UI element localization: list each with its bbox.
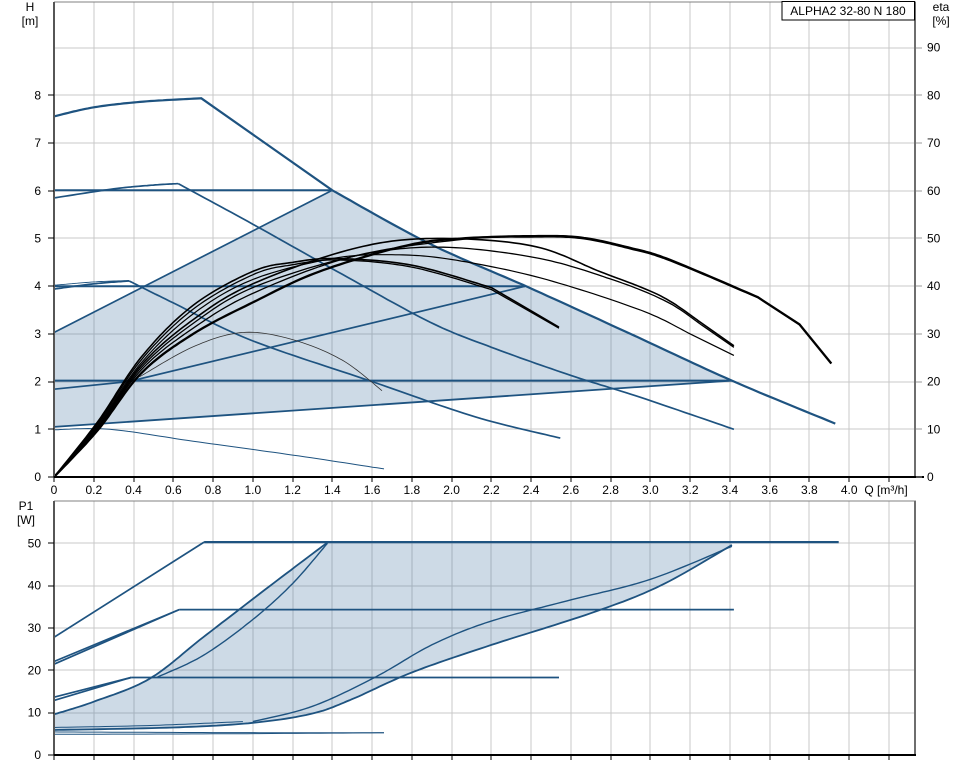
svg-text:0.8: 0.8 <box>205 483 222 497</box>
svg-text:3.8: 3.8 <box>801 483 818 497</box>
svg-text:2.6: 2.6 <box>563 483 580 497</box>
svg-text:1.8: 1.8 <box>403 483 420 497</box>
svg-text:3.0: 3.0 <box>642 483 659 497</box>
svg-text:3.4: 3.4 <box>722 483 739 497</box>
svg-text:40: 40 <box>927 279 941 293</box>
svg-text:60: 60 <box>927 184 941 198</box>
svg-text:90: 90 <box>927 41 941 55</box>
svg-text:70: 70 <box>927 136 941 150</box>
svg-text:2: 2 <box>34 375 41 389</box>
svg-text:[m]: [m] <box>22 14 39 28</box>
svg-text:50: 50 <box>927 232 941 246</box>
svg-text:2.2: 2.2 <box>483 483 500 497</box>
svg-text:3.6: 3.6 <box>761 483 778 497</box>
svg-text:ALPHA2 32-80 N 180: ALPHA2 32-80 N 180 <box>790 4 906 18</box>
svg-text:Q [m³/h]: Q [m³/h] <box>864 483 907 497</box>
svg-text:3.2: 3.2 <box>682 483 699 497</box>
svg-text:2.4: 2.4 <box>523 483 540 497</box>
svg-text:eta: eta <box>933 0 950 14</box>
svg-text:10: 10 <box>28 706 42 720</box>
svg-text:30: 30 <box>927 327 941 341</box>
svg-text:2.8: 2.8 <box>602 483 619 497</box>
svg-text:20: 20 <box>28 663 42 677</box>
svg-text:P1: P1 <box>19 499 34 513</box>
svg-text:1.4: 1.4 <box>324 483 341 497</box>
svg-text:8: 8 <box>34 88 41 102</box>
svg-text:50: 50 <box>28 536 42 550</box>
svg-text:0.6: 0.6 <box>165 483 182 497</box>
svg-text:0.2: 0.2 <box>85 483 102 497</box>
svg-text:5: 5 <box>34 232 41 246</box>
svg-text:10: 10 <box>927 422 941 436</box>
svg-text:[%]: [%] <box>932 14 949 28</box>
svg-text:0.4: 0.4 <box>125 483 142 497</box>
svg-text:0: 0 <box>34 470 41 484</box>
svg-text:6: 6 <box>34 184 41 198</box>
svg-text:0: 0 <box>51 483 58 497</box>
svg-text:7: 7 <box>34 136 41 150</box>
svg-text:1.6: 1.6 <box>364 483 381 497</box>
svg-text:1: 1 <box>34 422 41 436</box>
svg-text:0: 0 <box>34 748 41 762</box>
svg-text:40: 40 <box>28 579 42 593</box>
svg-text:[W]: [W] <box>17 513 35 527</box>
svg-text:1.0: 1.0 <box>244 483 261 497</box>
svg-text:1.2: 1.2 <box>284 483 301 497</box>
svg-text:2.0: 2.0 <box>443 483 460 497</box>
svg-text:30: 30 <box>28 621 42 635</box>
svg-text:3: 3 <box>34 327 41 341</box>
svg-text:4: 4 <box>34 279 41 293</box>
svg-text:H: H <box>26 0 35 14</box>
svg-text:0: 0 <box>927 470 934 484</box>
svg-text:4.0: 4.0 <box>841 483 858 497</box>
svg-text:20: 20 <box>927 375 941 389</box>
svg-text:80: 80 <box>927 88 941 102</box>
